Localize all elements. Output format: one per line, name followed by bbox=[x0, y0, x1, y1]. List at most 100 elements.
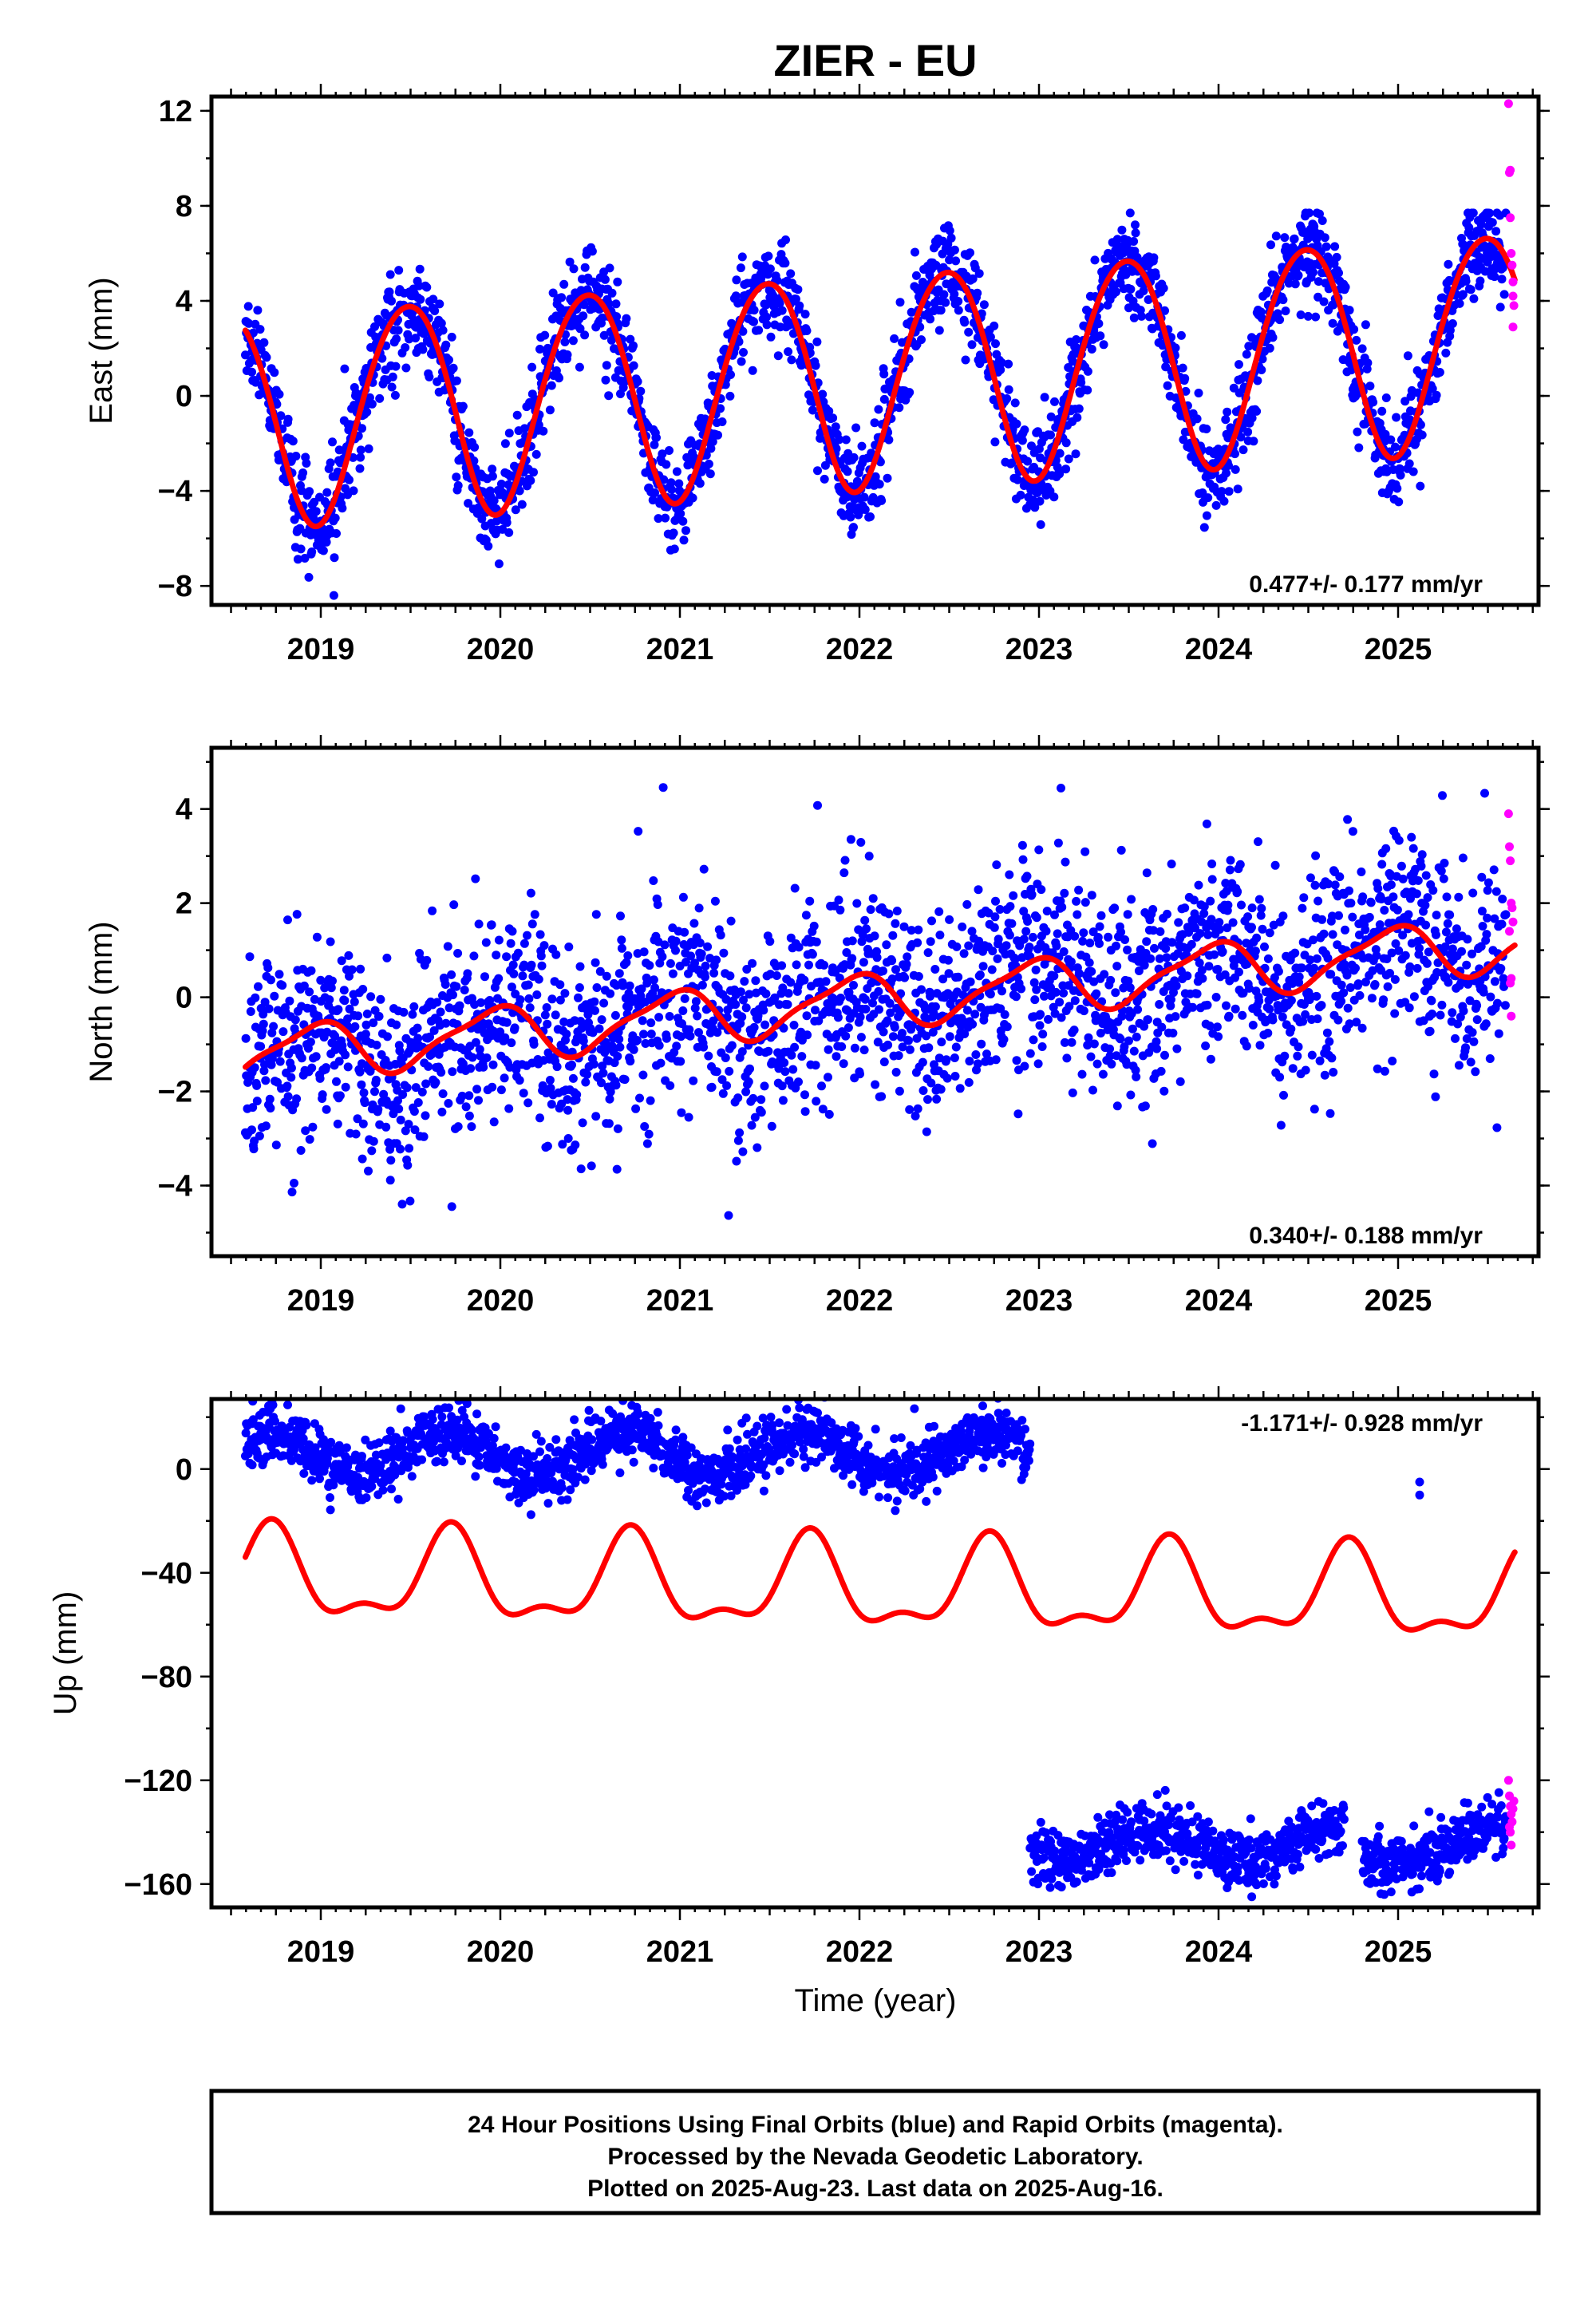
north-final-point bbox=[1057, 1013, 1066, 1022]
east-final-point bbox=[1334, 268, 1343, 278]
north-final-point bbox=[1416, 861, 1426, 871]
east-final-point bbox=[754, 326, 764, 335]
north-final-point bbox=[1155, 954, 1164, 963]
north-final-point bbox=[358, 1119, 368, 1128]
north-final-point bbox=[788, 1065, 798, 1074]
north-final-point bbox=[1133, 1005, 1143, 1014]
north-final-point bbox=[279, 1027, 288, 1037]
east-final-point bbox=[990, 437, 1000, 447]
north-final-point bbox=[536, 951, 546, 961]
north-final-point bbox=[464, 1091, 474, 1101]
east-final-point bbox=[241, 350, 250, 360]
north-final-point bbox=[1167, 995, 1175, 1004]
north-final-point bbox=[1205, 1022, 1215, 1030]
north-final-point bbox=[738, 1147, 748, 1156]
north-final-point bbox=[709, 968, 719, 978]
north-final-point bbox=[507, 982, 516, 992]
north-final-point bbox=[964, 941, 974, 951]
north-final-point bbox=[1334, 911, 1343, 920]
east-final-point bbox=[548, 288, 558, 298]
east-final-point bbox=[1485, 208, 1495, 218]
north-final-point bbox=[879, 1057, 889, 1067]
north-final-point bbox=[1313, 1014, 1322, 1024]
north-final-point bbox=[1442, 892, 1452, 902]
north-final-point bbox=[1314, 896, 1323, 906]
north-final-point bbox=[750, 1113, 760, 1122]
east-final-point bbox=[253, 306, 263, 315]
north-final-point bbox=[1189, 895, 1199, 905]
north-final-point bbox=[606, 989, 615, 998]
north-final-point bbox=[1421, 871, 1431, 880]
north-final-point bbox=[623, 951, 633, 960]
east-final-point bbox=[748, 366, 757, 375]
north-final-point bbox=[275, 970, 284, 979]
north-final-point bbox=[535, 1113, 544, 1123]
north-final-point bbox=[855, 1069, 864, 1079]
north-final-point bbox=[836, 994, 845, 1002]
north-final-point bbox=[286, 1063, 296, 1073]
north-final-point bbox=[1053, 929, 1062, 939]
east-final-point bbox=[435, 299, 444, 309]
east-final-point bbox=[654, 514, 663, 524]
north-final-point bbox=[1199, 902, 1209, 911]
north-final-point bbox=[994, 935, 1003, 944]
east-final-point bbox=[418, 345, 428, 354]
north-final-point bbox=[860, 994, 870, 1004]
north-final-point bbox=[1011, 992, 1021, 1002]
north-final-point bbox=[1424, 947, 1433, 957]
north-final-point bbox=[892, 907, 902, 915]
north-final-point bbox=[369, 1136, 378, 1146]
north-final-point bbox=[883, 1016, 892, 1026]
east-final-point bbox=[773, 351, 783, 361]
north-final-point bbox=[1197, 917, 1207, 927]
north-final-point bbox=[1421, 920, 1431, 930]
north-final-point bbox=[902, 959, 911, 969]
north-final-point bbox=[1194, 880, 1203, 890]
north-final-point bbox=[1087, 891, 1096, 900]
north-final-point bbox=[316, 975, 326, 985]
north-final-point bbox=[1202, 819, 1211, 828]
east-final-point bbox=[961, 355, 970, 365]
east-final-point bbox=[1404, 459, 1414, 468]
north-final-point bbox=[444, 1003, 454, 1013]
east-final-point bbox=[1281, 306, 1290, 316]
east-final-point bbox=[1217, 487, 1227, 496]
east-final-point bbox=[1466, 285, 1476, 294]
north-final-point bbox=[1461, 1043, 1470, 1053]
north-final-point bbox=[1278, 911, 1288, 921]
east-final-point bbox=[1445, 326, 1455, 335]
east-final-point bbox=[800, 310, 810, 319]
north-final-point bbox=[1087, 966, 1096, 976]
east-final-point bbox=[504, 429, 514, 438]
north-final-point bbox=[1386, 880, 1396, 890]
north-final-point bbox=[1361, 978, 1370, 986]
east-final-point bbox=[243, 302, 253, 311]
east-final-point bbox=[1305, 208, 1314, 218]
north-final-point bbox=[527, 919, 537, 929]
north-final-point bbox=[680, 927, 689, 937]
north-final-point bbox=[1086, 1052, 1096, 1061]
north-final-point bbox=[1152, 1037, 1161, 1046]
north-final-point bbox=[1462, 1034, 1472, 1043]
east-final-point bbox=[818, 389, 828, 399]
north-final-point bbox=[958, 922, 967, 931]
north-final-point bbox=[1298, 1017, 1308, 1026]
north-final-point bbox=[555, 995, 565, 1005]
north-final-point bbox=[1171, 981, 1181, 990]
east-final-point bbox=[540, 330, 550, 340]
east-final-point bbox=[1455, 298, 1464, 308]
north-final-point bbox=[684, 1113, 693, 1122]
east-final-point bbox=[275, 389, 284, 399]
north-final-point bbox=[518, 971, 527, 981]
east-final-point bbox=[613, 277, 622, 287]
north-final-point bbox=[344, 951, 354, 960]
north-final-point bbox=[1370, 980, 1380, 989]
north-final-point bbox=[440, 980, 450, 989]
north-final-point bbox=[306, 1037, 315, 1047]
north-final-point bbox=[287, 1188, 297, 1197]
north-final-point bbox=[611, 1081, 621, 1090]
east-final-point bbox=[1151, 271, 1160, 281]
north-final-point bbox=[399, 1007, 409, 1017]
north-final-point bbox=[447, 970, 456, 979]
north-final-point bbox=[437, 1068, 446, 1077]
